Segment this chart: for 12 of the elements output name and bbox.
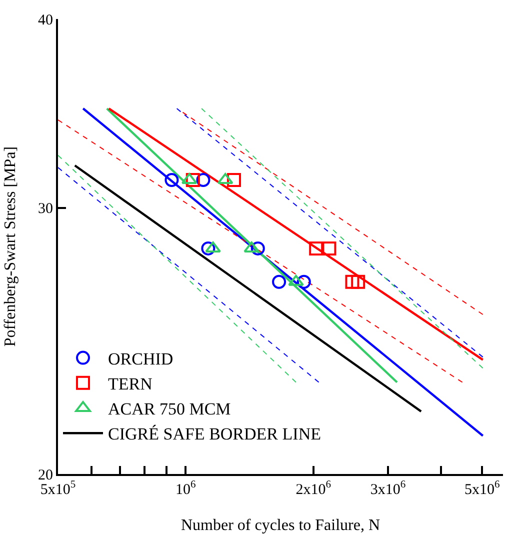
y-tick-label: 40 (38, 12, 53, 28)
legend-label: ORCHID (108, 349, 174, 368)
legend-label: CIGRÉ SAFE BORDER LINE (108, 424, 321, 444)
y-axis-title: Poffenberg-Swart Stress [MPa] (2, 146, 19, 347)
x-tick-label: 10$^{6}$ (176, 480, 196, 498)
x-tick-label: 5x10$^{6}$ (464, 480, 500, 498)
legend-label: TERN (108, 374, 152, 394)
x-axis-title: Number of cycles to Failure, N (180, 517, 380, 534)
x-tick-label: 2x10$^{6}$ (296, 480, 331, 498)
y-tick-label: 30 (38, 201, 53, 218)
legend-label: ACAR 750 MCM (108, 400, 231, 419)
x-tick-label: 3x10$^{6}$ (370, 480, 406, 498)
